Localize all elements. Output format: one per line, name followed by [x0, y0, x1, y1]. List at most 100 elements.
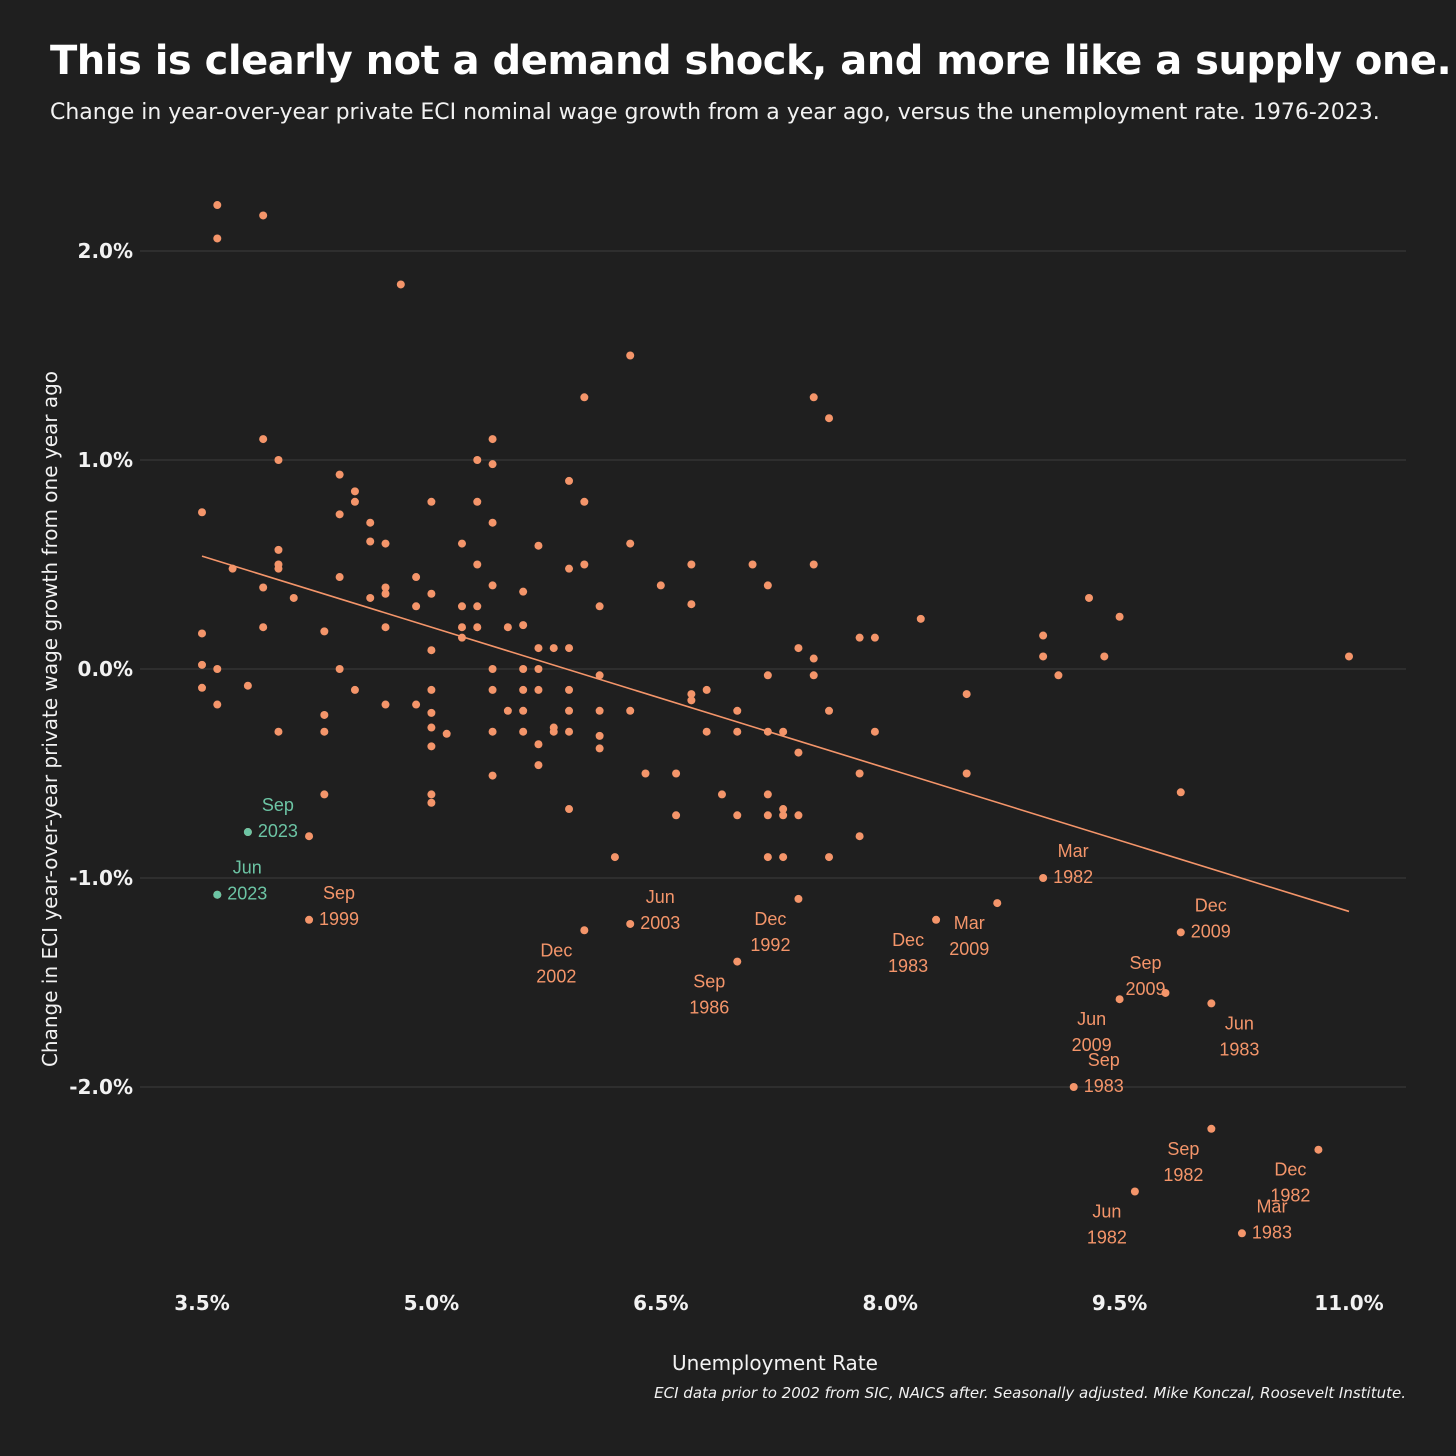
y-axis-title: Change in ECI year-over-year private wag… — [38, 371, 62, 1067]
data-point — [320, 727, 329, 736]
point-label-line: 1986 — [689, 998, 729, 1018]
data-point — [473, 456, 482, 464]
data-point — [595, 671, 604, 680]
highlight-label: Jun 2023 — [227, 858, 267, 904]
data-point — [198, 629, 206, 638]
data-point — [427, 708, 436, 717]
data-point — [488, 435, 497, 444]
data-point — [779, 727, 788, 736]
highlight-label-line: Sep — [262, 795, 294, 815]
data-point — [687, 600, 696, 609]
data-point — [488, 581, 497, 590]
data-point — [457, 539, 466, 548]
data-points — [198, 201, 1353, 1238]
point-label-line: Mar — [1256, 1196, 1287, 1216]
chart-subtitle: Change in year-over-year private ECI nom… — [50, 100, 1380, 125]
data-point — [733, 706, 742, 715]
data-point — [809, 393, 818, 402]
data-point — [259, 583, 268, 592]
point-label: Jun 2009 — [1072, 1009, 1112, 1055]
point-label-line: Dec — [892, 930, 924, 950]
point-label-line: 1983 — [1252, 1222, 1292, 1242]
data-point — [350, 685, 359, 694]
data-point — [534, 761, 543, 770]
data-point — [565, 706, 574, 715]
y-tick-label: 2.0% — [78, 239, 133, 263]
data-point — [274, 456, 283, 464]
data-point — [519, 621, 528, 630]
data-point — [702, 727, 711, 736]
data-point — [1207, 1124, 1216, 1133]
data-point — [427, 589, 436, 598]
point-label-line: 2009 — [1072, 1035, 1112, 1055]
point-label-line: Sep — [1167, 1139, 1199, 1159]
point-label-line: 1983 — [888, 956, 928, 976]
data-point — [427, 742, 436, 751]
data-point — [213, 665, 222, 673]
data-point — [763, 853, 772, 862]
data-point — [855, 769, 864, 778]
trend-line-group — [201, 555, 1350, 913]
point-label: Jun 2003 — [640, 887, 680, 933]
point-label-line: Mar — [1058, 841, 1089, 861]
point-label-line: Sep — [323, 883, 355, 903]
y-tick-label: -2.0% — [69, 1075, 133, 1099]
data-point — [748, 560, 757, 569]
data-point — [457, 623, 466, 632]
point-label-line: 1982 — [1270, 1186, 1310, 1206]
data-point — [641, 769, 650, 778]
data-point — [335, 470, 344, 479]
data-point — [198, 508, 206, 517]
data-point — [932, 915, 941, 924]
data-point — [320, 790, 329, 799]
point-label-line: Sep — [1088, 1050, 1120, 1070]
point-label: Sep 2009 — [1125, 953, 1165, 999]
data-point — [243, 681, 252, 690]
point-label-line: 1983 — [1219, 1039, 1259, 1059]
data-point — [488, 727, 497, 736]
point-label: Sep 1999 — [319, 883, 359, 929]
data-point — [473, 623, 482, 632]
data-point — [350, 487, 359, 496]
data-point — [565, 805, 574, 814]
data-point — [763, 581, 772, 590]
point-label-line: 1982 — [1163, 1165, 1203, 1185]
data-point — [870, 633, 879, 642]
data-point — [366, 518, 375, 527]
point-label-line: 1982 — [1087, 1228, 1127, 1248]
data-point — [427, 685, 436, 694]
data-point — [213, 234, 222, 243]
data-point — [733, 811, 742, 820]
data-point — [580, 393, 589, 402]
data-point — [794, 811, 803, 820]
data-point — [427, 646, 436, 655]
point-label: Mar 2009 — [949, 913, 989, 959]
point-label-line: 2009 — [1191, 921, 1231, 941]
data-point — [381, 539, 390, 548]
x-tick-label: 11.0% — [1314, 1291, 1383, 1315]
data-point — [1115, 995, 1124, 1004]
data-point — [427, 790, 436, 799]
point-label: Jun 1983 — [1219, 1013, 1259, 1059]
data-point — [809, 654, 818, 663]
data-point — [534, 685, 543, 694]
data-point — [534, 665, 543, 673]
x-axis-ticks: 3.5% 5.0% 6.5% 8.0% 9.5% 11.0% — [174, 1291, 1383, 1315]
y-tick-label: 0.0% — [78, 657, 133, 681]
data-point — [794, 748, 803, 757]
data-point — [1039, 874, 1048, 882]
data-point — [580, 560, 589, 569]
data-point — [412, 700, 421, 709]
x-tick-label: 9.5% — [1092, 1291, 1147, 1315]
data-point — [519, 685, 528, 694]
data-point — [366, 593, 375, 602]
data-point — [779, 805, 788, 814]
data-point — [1176, 788, 1185, 797]
data-point — [427, 723, 436, 732]
point-label-line: Jun — [1077, 1009, 1106, 1029]
point-label-line: 2002 — [536, 966, 576, 986]
data-point — [733, 957, 742, 966]
data-point — [473, 602, 482, 611]
data-point — [993, 899, 1002, 908]
data-point — [763, 790, 772, 799]
